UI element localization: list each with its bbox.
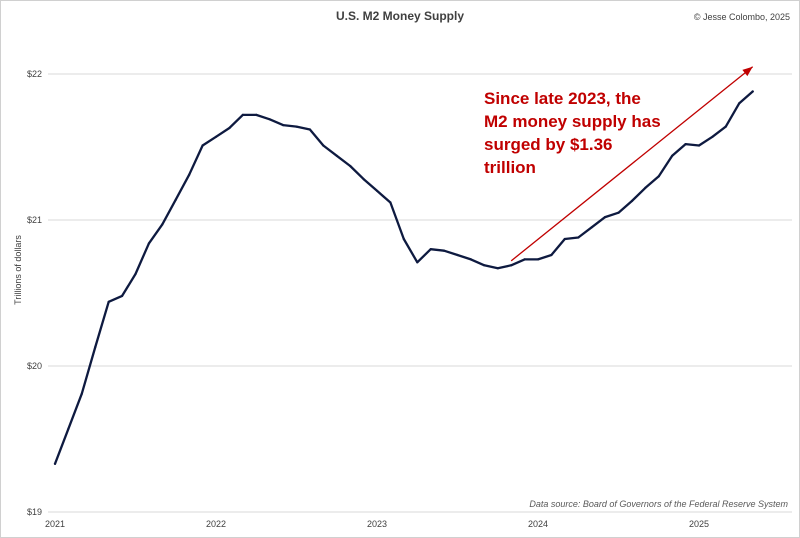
data-point xyxy=(496,267,499,270)
data-point xyxy=(282,124,285,127)
annotation-text-line: surged by $1.36 xyxy=(484,135,613,154)
data-point xyxy=(469,258,472,261)
x-tick-label: 2023 xyxy=(367,519,387,529)
annotation-text-line: M2 money supply has xyxy=(484,112,661,131)
annotation-arrowhead xyxy=(742,66,753,77)
data-point xyxy=(604,216,607,219)
data-point xyxy=(617,211,620,214)
x-tick-label: 2025 xyxy=(689,519,709,529)
x-axis-tick-labels: 2021 2022 2023 2024 2025 xyxy=(45,519,709,529)
data-point xyxy=(644,186,647,189)
data-point xyxy=(671,154,674,157)
data-point xyxy=(389,201,392,204)
data-point xyxy=(751,90,754,93)
data-point xyxy=(429,248,432,251)
data-point xyxy=(657,175,660,178)
y-tick-label: $22 xyxy=(27,69,42,79)
data-point xyxy=(697,144,701,147)
annotation-arrow xyxy=(510,66,754,262)
series-line xyxy=(53,90,754,465)
data-point xyxy=(228,126,231,130)
data-point xyxy=(94,345,97,349)
data-point xyxy=(308,128,311,131)
y-axis-tick-labels: $19 $20 $21 $22 xyxy=(27,69,42,517)
data-point xyxy=(724,125,727,128)
data-point xyxy=(80,392,83,395)
data-point xyxy=(188,173,191,176)
x-tick-label: 2024 xyxy=(528,519,548,529)
chart-title: U.S. M2 Money Supply xyxy=(336,9,464,23)
data-point xyxy=(483,264,486,267)
data-point xyxy=(443,249,446,252)
data-point xyxy=(67,427,70,430)
data-point xyxy=(349,164,352,168)
data-point xyxy=(402,237,405,241)
data-point xyxy=(201,144,204,147)
data-point xyxy=(121,294,124,297)
x-tick-label: 2021 xyxy=(45,519,65,529)
chart-credit: © Jesse Colombo, 2025 xyxy=(694,12,790,22)
data-point xyxy=(214,135,218,138)
data-point xyxy=(563,237,566,241)
data-source-note: Data source: Board of Governors of the F… xyxy=(529,499,788,509)
data-point xyxy=(295,125,298,128)
y-tick-label: $21 xyxy=(27,215,42,225)
data-point xyxy=(335,154,338,157)
data-point xyxy=(322,144,325,147)
data-point xyxy=(550,253,553,257)
x-tick-label: 2022 xyxy=(206,519,226,529)
annotation: Since late 2023, the M2 money supply has s… xyxy=(484,66,754,262)
data-point xyxy=(416,261,419,264)
data-point xyxy=(536,258,540,261)
data-point xyxy=(53,462,57,465)
data-point xyxy=(268,118,271,121)
data-point xyxy=(255,113,258,116)
data-point xyxy=(577,236,580,239)
data-point xyxy=(147,242,150,245)
gridlines xyxy=(48,73,792,513)
data-point xyxy=(630,199,634,203)
data-point xyxy=(738,102,741,105)
data-point xyxy=(523,258,526,261)
data-point xyxy=(510,264,513,267)
data-point xyxy=(456,253,459,257)
data-point xyxy=(711,135,714,138)
data-point xyxy=(241,113,244,116)
y-tick-label: $20 xyxy=(27,361,42,371)
y-axis-label: Trillions of dollars xyxy=(13,235,23,305)
y-tick-label: $19 xyxy=(27,507,42,517)
data-point xyxy=(174,198,177,201)
data-point xyxy=(375,189,379,192)
annotation-text-line: Since late 2023, the xyxy=(484,89,641,108)
series-layer xyxy=(53,90,754,465)
data-point xyxy=(161,223,164,226)
data-point xyxy=(684,143,687,146)
annotation-text-line: trillion xyxy=(484,158,536,177)
data-point xyxy=(362,178,365,181)
data-point xyxy=(134,272,137,276)
data-point xyxy=(590,226,593,229)
data-point xyxy=(107,300,110,303)
